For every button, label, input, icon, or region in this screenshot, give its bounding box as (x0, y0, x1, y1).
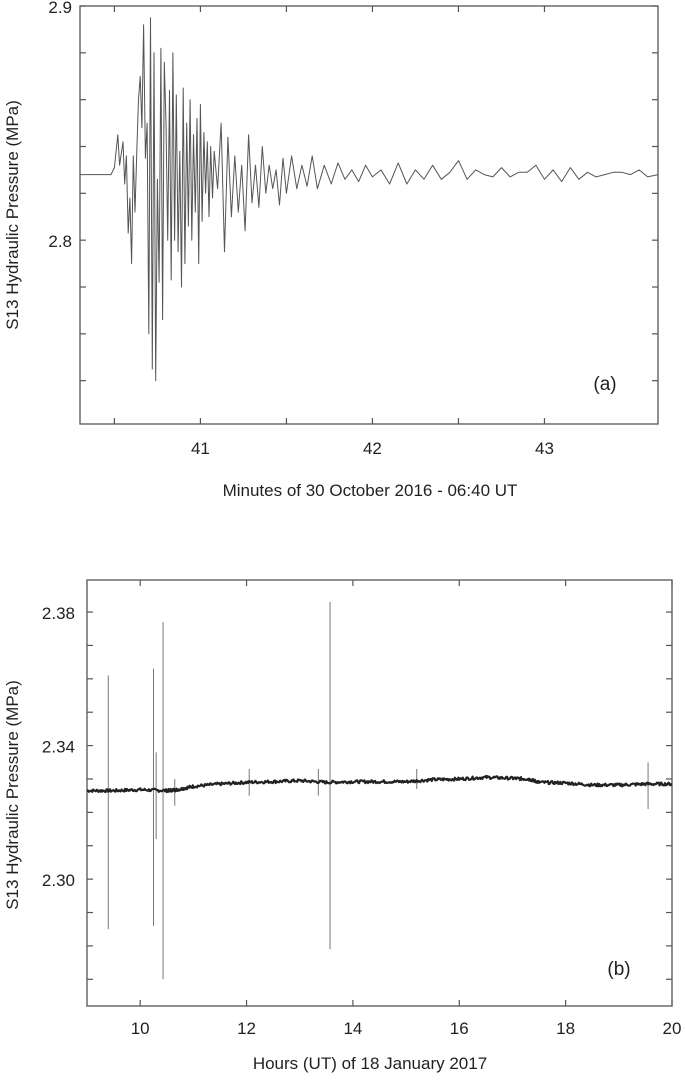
panel-b-ticks (87, 580, 673, 1006)
y-tick-label: 2.38 (42, 604, 75, 623)
panel-b-plot-frame (86, 579, 673, 1007)
panel-b-y-axis-title: S13 Hydraulic Pressure (MPa) (3, 680, 22, 910)
panel-b-tick-labels: 10 12 14 16 18 20 2.30 2.34 2.38 (42, 604, 682, 1038)
panel-a-tick-labels: 41 42 43 2.8 2.9 (48, 0, 554, 458)
panel-b-chart: 10 12 14 16 18 20 2.30 2.34 2.38 (b) Hours (UT) … (3, 579, 682, 1073)
y-tick-label: 2.9 (48, 0, 72, 17)
panel-a-y-axis-title: S13 Hydraulic Pressure (MPa) (3, 100, 22, 330)
panel-a-label: (a) (593, 374, 616, 395)
x-tick-label: 41 (191, 439, 210, 458)
panel-a-chart: 41 42 43 2.8 2.9 (a) Minutes of 30 October 2… (3, 0, 659, 500)
x-tick-label: 43 (535, 439, 554, 458)
x-tick-label: 14 (343, 1019, 362, 1038)
panel-b-label: (b) (607, 959, 630, 980)
panel-a-plot-frame (79, 5, 659, 425)
panel-a-ticks (80, 5, 658, 424)
y-tick-label: 2.8 (48, 232, 72, 251)
x-tick-label: 10 (131, 1019, 150, 1038)
y-tick-label: 2.34 (42, 738, 75, 757)
panel-a-pressure-trace (80, 17, 659, 382)
panel-a-x-axis-title: Minutes of 30 October 2016 - 06:40 UT (223, 481, 518, 500)
panel-b-x-axis-title: Hours (UT) of 18 January 2017 (253, 1054, 487, 1073)
x-tick-label: 12 (237, 1019, 256, 1038)
panel-b-spikes (107, 602, 649, 980)
panel-b-pressure-trace (86, 774, 673, 794)
x-tick-label: 18 (556, 1019, 575, 1038)
x-tick-label: 20 (663, 1019, 682, 1038)
x-tick-label: 16 (450, 1019, 469, 1038)
y-tick-label: 2.30 (42, 871, 75, 890)
x-tick-label: 42 (363, 439, 382, 458)
